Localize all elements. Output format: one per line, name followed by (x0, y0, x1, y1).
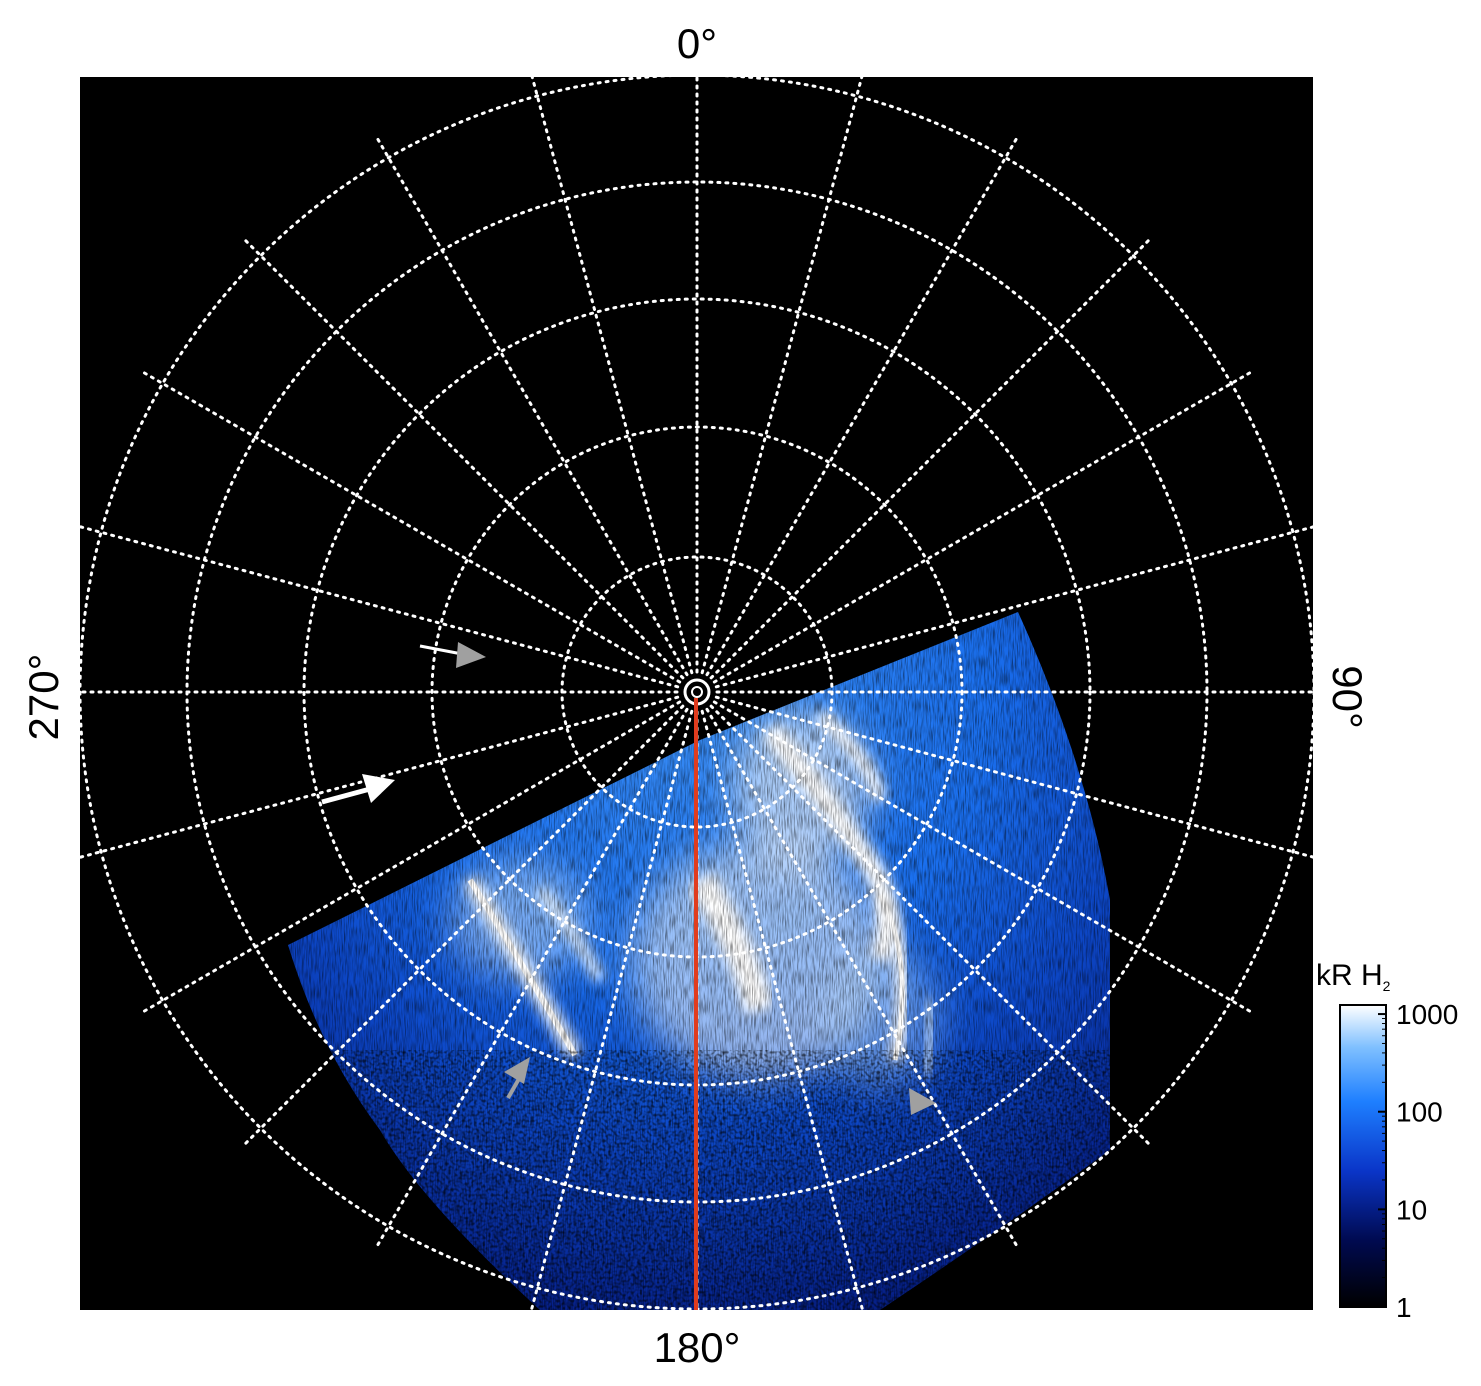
label-bottom-180deg: 180° (654, 1324, 741, 1371)
longitude-line (705, 136, 1019, 677)
longitude-line (80, 525, 680, 689)
label-right-90deg: 90° (1324, 665, 1371, 729)
gray-arrow-right (909, 1088, 936, 1115)
colorbar-tick-label: 100 (1396, 1097, 1443, 1128)
colorbar-tick-label: 1 (1396, 1292, 1412, 1323)
longitude-line (714, 525, 1313, 689)
white-arrow-large (321, 774, 395, 805)
longitude-line (709, 237, 1152, 680)
longitude-line (375, 707, 689, 1248)
colorbar-title: kR H2 (1316, 959, 1391, 994)
colorbar-tick-label: 10 (1396, 1194, 1427, 1225)
label-left-270deg: 270° (20, 654, 67, 741)
gray-arrow-left (504, 1057, 530, 1099)
longitude-line (375, 136, 689, 677)
white-arrow-small (419, 642, 486, 668)
longitude-line (709, 704, 1152, 1147)
colorbar-ticks: 1000 100 10 1 (1378, 999, 1458, 1323)
longitude-line (141, 700, 682, 1014)
colorbar: kR H2 1000 100 10 1 (1316, 959, 1458, 1323)
colorbar-gradient (1339, 1004, 1387, 1308)
longitude-line (141, 370, 682, 684)
longitude-line (712, 370, 1253, 684)
longitude-line (242, 237, 685, 680)
longitude-line (242, 704, 685, 1147)
longitude-line (700, 709, 865, 1310)
longitude-line (714, 695, 1313, 859)
label-top-0deg: 0° (677, 20, 717, 67)
longitude-line (80, 695, 680, 859)
colorbar-tick-label: 1000 (1396, 999, 1458, 1030)
longitude-line (530, 77, 694, 675)
longitude-line (712, 700, 1253, 1014)
longitude-line (705, 707, 1019, 1248)
longitude-line (700, 77, 864, 675)
longitude-line (529, 709, 694, 1310)
